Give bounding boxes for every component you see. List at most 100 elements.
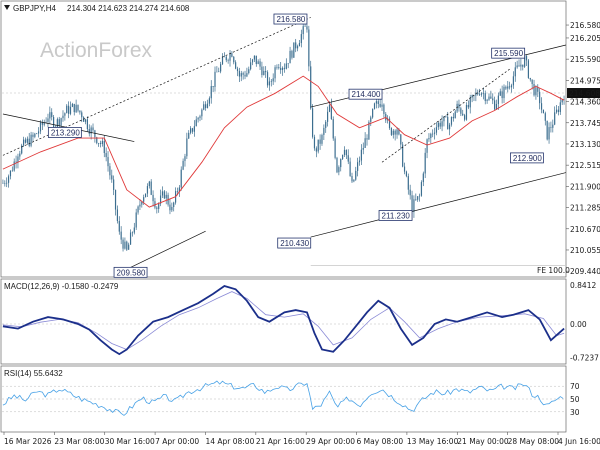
candle-body <box>490 96 492 99</box>
y-tick-label: 210.670 <box>570 225 600 234</box>
candle-body <box>441 121 443 127</box>
candle-body <box>218 71 220 73</box>
macd-main-line <box>2 285 565 356</box>
candle-body <box>503 86 505 99</box>
candle-body <box>542 109 545 114</box>
candle-body <box>223 56 225 58</box>
candle-body <box>475 92 477 96</box>
candle-body <box>251 59 254 63</box>
y-tick-label: 214.360 <box>570 98 600 107</box>
candle-body <box>99 143 102 145</box>
candle-body <box>351 176 353 182</box>
candle-body <box>516 65 518 68</box>
candle-body <box>388 118 391 129</box>
candle-body <box>176 191 179 192</box>
candle-body <box>445 116 447 118</box>
candle-body <box>188 132 190 139</box>
annotation-box <box>47 127 82 138</box>
candle-body <box>507 86 509 89</box>
candle-body <box>283 67 286 69</box>
y-tick-label: 215.590 <box>570 55 600 64</box>
candle-body <box>227 60 229 61</box>
candle-body <box>220 64 222 72</box>
candle-body <box>126 241 128 250</box>
annotation-label: 213.290 <box>51 128 80 137</box>
candle-body <box>169 204 171 211</box>
candle-body <box>122 239 124 249</box>
candle-body <box>39 122 42 132</box>
candle-body <box>248 69 250 74</box>
candle-body <box>246 73 248 77</box>
candle-body <box>19 153 21 157</box>
collapse-triangle-icon[interactable] <box>4 5 10 10</box>
candle-body <box>422 173 424 183</box>
x-tick-label: 16 Mar 2026 <box>4 437 52 446</box>
candle-body <box>51 112 53 118</box>
candle-body <box>340 158 342 168</box>
candle-body <box>411 195 413 212</box>
candle-body <box>319 139 321 144</box>
candle-body <box>111 175 113 180</box>
candle-body <box>403 166 406 172</box>
candle-body <box>505 86 507 89</box>
candle-body <box>240 73 242 77</box>
candle-body <box>520 64 522 67</box>
candle-body <box>554 112 556 125</box>
candle-body <box>60 118 62 126</box>
candle-body <box>539 91 541 104</box>
candle-body <box>390 128 393 135</box>
candle-body <box>462 113 464 116</box>
x-tick-label: 4 Jun 16:00 <box>558 437 600 446</box>
candle-body <box>195 119 197 127</box>
candle-body <box>409 189 411 196</box>
candle-body <box>447 116 449 130</box>
candle-body <box>311 108 314 137</box>
candle-body <box>11 170 13 172</box>
level-layer <box>2 92 565 266</box>
candle-body <box>415 199 417 200</box>
candle-body <box>480 93 483 95</box>
candle-body <box>263 71 265 75</box>
candle-body <box>184 156 186 161</box>
candle-body <box>229 53 231 61</box>
candle-body <box>69 106 72 114</box>
candle-body <box>332 119 334 139</box>
candle-body <box>362 147 364 150</box>
candle-body <box>552 124 554 128</box>
candle-body <box>370 117 372 122</box>
candle-body <box>214 71 216 87</box>
chart-header: GBPJPY,H4 214.304 214.623 214.274 214.60… <box>4 4 190 13</box>
candle-body <box>432 133 434 135</box>
candle-body <box>458 103 460 109</box>
candle-body <box>383 104 385 114</box>
y-tick-label: 216.580 <box>570 21 600 30</box>
candle-body <box>310 66 312 109</box>
candle-body <box>295 42 297 49</box>
y-tick-label: 211.900 <box>570 182 600 191</box>
candle-body <box>381 104 383 107</box>
candle-body <box>546 120 548 140</box>
candle-body <box>308 29 310 67</box>
candle-body <box>158 203 160 209</box>
candle-body <box>364 138 366 148</box>
candle-body <box>418 195 421 197</box>
y-tick-label: 70 <box>570 382 580 391</box>
candle-body <box>342 154 344 159</box>
candle-body <box>197 117 199 120</box>
candle-body <box>372 108 374 118</box>
candle-body <box>133 227 135 233</box>
candle-body <box>146 186 149 194</box>
candle-body <box>413 199 415 212</box>
candle-body <box>199 116 201 118</box>
price-annotation: 210.430 <box>277 237 312 249</box>
candle-body <box>4 183 6 184</box>
candle-body <box>509 86 511 88</box>
annotation-label: 212.900 <box>513 154 542 163</box>
x-tick-label: 29 Apr 00:00 <box>306 437 355 446</box>
y-tick-label: 50 <box>570 395 580 404</box>
candle-body <box>47 118 49 122</box>
candle-body <box>330 104 332 120</box>
candle-body <box>488 96 490 100</box>
candle-body <box>193 126 195 132</box>
candle-body <box>296 46 299 49</box>
